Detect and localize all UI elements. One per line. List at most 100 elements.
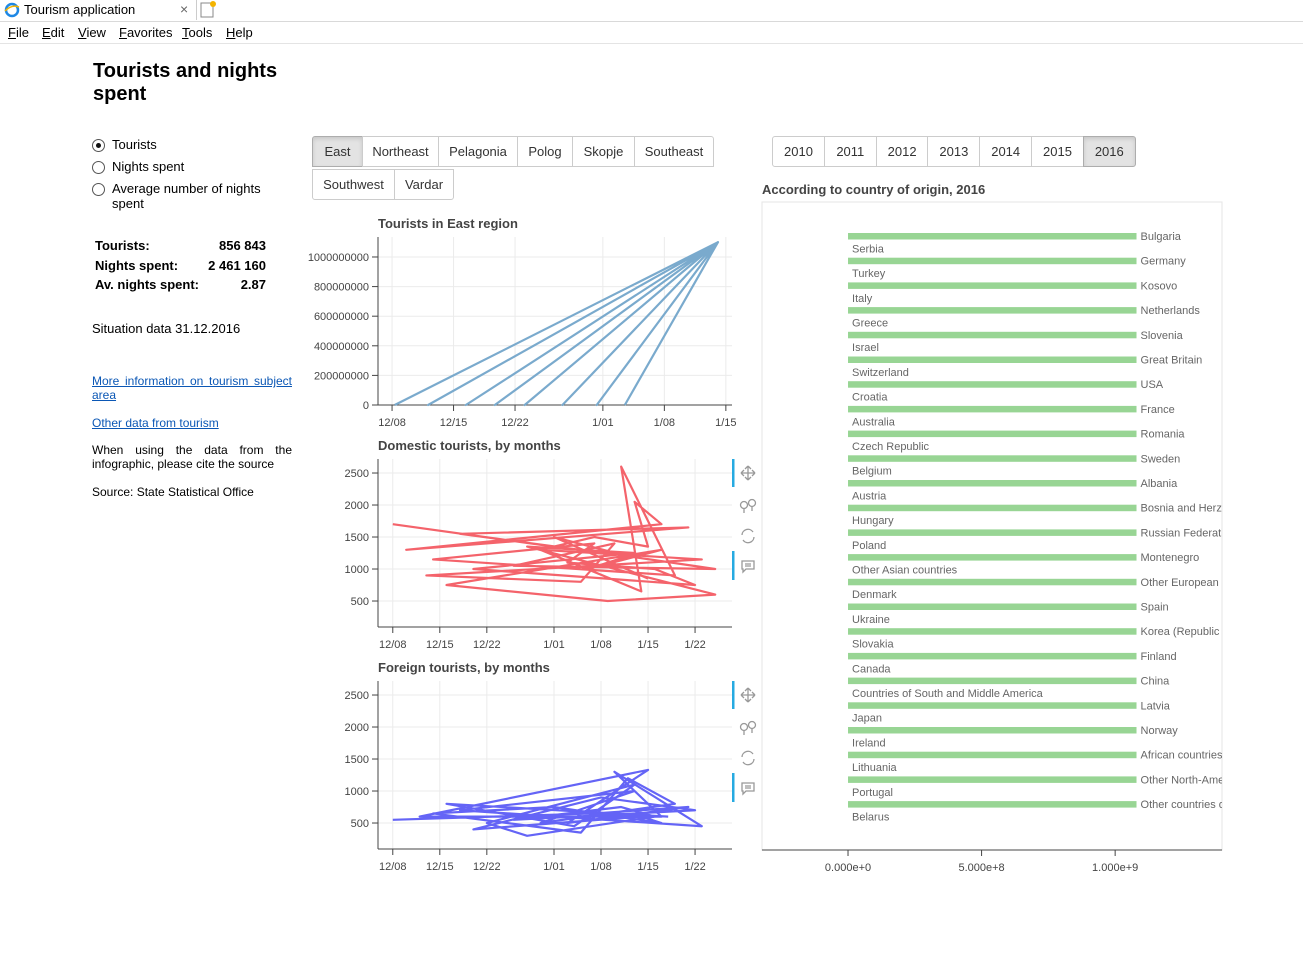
bar: [848, 702, 1137, 709]
menu-item[interactable]: Tools: [182, 25, 213, 40]
menu-item[interactable]: Edit: [42, 25, 65, 40]
menu-item[interactable]: Favorites: [119, 25, 173, 40]
y-tick-label: 600000000: [314, 311, 369, 323]
x-tick-label: 12/15: [426, 861, 454, 873]
bar: [848, 603, 1137, 610]
region-button[interactable]: Skopje: [572, 136, 635, 167]
category-label: Sweden: [1141, 453, 1181, 465]
radio[interactable]: [92, 183, 105, 196]
x-tick-label: 1/22: [684, 639, 705, 651]
region-button[interactable]: Vardar: [394, 169, 454, 200]
bar: [848, 381, 1137, 388]
category-label: Ukraine: [852, 614, 890, 626]
x-tick-label: 1/22: [684, 861, 705, 873]
category-label: Netherlands: [1141, 305, 1201, 317]
y-tick-label: 500: [351, 596, 369, 608]
year-button[interactable]: 2011: [823, 136, 877, 167]
chart-title: According to country of origin, 2016: [762, 182, 985, 197]
x-tick-label: 1/15: [637, 861, 658, 873]
year-button[interactable]: 2013: [927, 136, 981, 167]
category-label: Switzerland: [852, 367, 909, 379]
new-tab[interactable]: [198, 0, 220, 20]
y-tick-label: 1500: [345, 532, 369, 544]
category-label: Ireland: [852, 737, 886, 749]
menu-item[interactable]: Help: [226, 25, 253, 40]
radio-label: Tourists: [112, 137, 157, 152]
category-label: Other Asian countries: [852, 564, 958, 576]
year-button[interactable]: 2016: [1082, 136, 1136, 167]
link[interactable]: More information on tourism subject area: [92, 374, 292, 402]
bar: [848, 430, 1137, 438]
bar: [848, 554, 1137, 561]
tab[interactable]: Tourism application ×: [0, 0, 197, 20]
x-tick-label: 12/08: [378, 417, 406, 429]
stat-label: Av. nights spent:: [95, 277, 199, 292]
x-tick-label: 1/01: [543, 861, 564, 873]
y-tick-label: 1000: [345, 786, 369, 798]
x-tick-label: 1/08: [654, 417, 675, 429]
category-label: Finland: [1141, 651, 1177, 663]
category-label: Other North-Amer: [1141, 774, 1229, 786]
category-label: Israel: [852, 342, 879, 354]
category-label: Hungary: [852, 515, 894, 527]
radio-label: Average number of nights spent: [112, 181, 261, 211]
toolbar: [732, 459, 757, 802]
category-label: Other countries o: [1141, 799, 1225, 811]
category-label: Denmark: [852, 589, 897, 601]
region-button[interactable]: Southwest: [312, 169, 395, 200]
link[interactable]: Other data from tourism: [92, 416, 219, 430]
y-tick-label: 2000: [345, 500, 369, 512]
radio[interactable]: [92, 161, 105, 174]
bars: Bulgaria Serbia Germany Turkey Kosovo Italy Ne…: [848, 231, 1229, 823]
tab-close[interactable]: ×: [180, 1, 189, 17]
bar: [848, 504, 1137, 512]
region-button[interactable]: East: [312, 136, 363, 167]
category-label: Russian Federati: [1141, 527, 1224, 539]
bar: [848, 652, 1137, 660]
year-button[interactable]: 2014: [979, 136, 1033, 167]
region-button[interactable]: Polog: [517, 136, 573, 167]
x-tick-label: 0.000e+0: [825, 862, 871, 874]
chart-title: Foreign tourists, by months: [378, 660, 550, 675]
bar: [848, 628, 1137, 635]
region-button[interactable]: Northeast: [362, 136, 439, 167]
radio[interactable]: [92, 139, 105, 152]
y-tick-label: 1000000000: [308, 252, 369, 264]
year-button[interactable]: 2012: [875, 136, 929, 167]
stat-value: 2.87: [240, 277, 266, 292]
stat-value: 856 843: [219, 238, 266, 253]
menu-bar: File Edit View Favorites Tools Help: [0, 22, 1303, 44]
source: Source: State Statistical Office: [92, 485, 254, 499]
x-tick-label: 12/08: [379, 861, 407, 873]
menu-item[interactable]: View: [78, 25, 106, 40]
bar: [848, 751, 1137, 759]
bar: [848, 801, 1137, 808]
chart-title: Tourists in East region: [378, 216, 518, 231]
bar: [848, 282, 1137, 289]
region-button[interactable]: Pelagonia: [438, 136, 518, 167]
category-label: Belarus: [852, 811, 890, 823]
bar: [848, 677, 1137, 685]
bar: [848, 455, 1137, 462]
bar: [848, 578, 1137, 586]
year-button[interactable]: 2010: [772, 136, 825, 167]
x-tick-label: 12/15: [426, 639, 454, 651]
year-button[interactable]: 2015: [1031, 136, 1084, 167]
page-title: Tourists and nights spent: [93, 60, 278, 105]
category-label: Latvia: [1141, 700, 1171, 712]
menu-item[interactable]: File: [8, 25, 29, 40]
stat-label: Nights spent:: [95, 257, 179, 273]
category-label: Slovenia: [1141, 330, 1184, 342]
category-label: Australia: [852, 416, 896, 428]
x-tick-label: 1.000e+9: [1092, 862, 1138, 874]
y-tick-label: 0: [363, 400, 369, 412]
bar: [848, 480, 1137, 487]
plot-frame: [761, 201, 1223, 851]
region-button[interactable]: Southeast: [634, 136, 714, 167]
line: [394, 241, 720, 407]
x-tick-label: 1/08: [590, 861, 611, 873]
chart-title: Domestic tourists, by months: [378, 438, 561, 453]
bar: [848, 356, 1137, 363]
stat-value: 2 461 160: [208, 257, 266, 273]
line: [392, 465, 717, 603]
